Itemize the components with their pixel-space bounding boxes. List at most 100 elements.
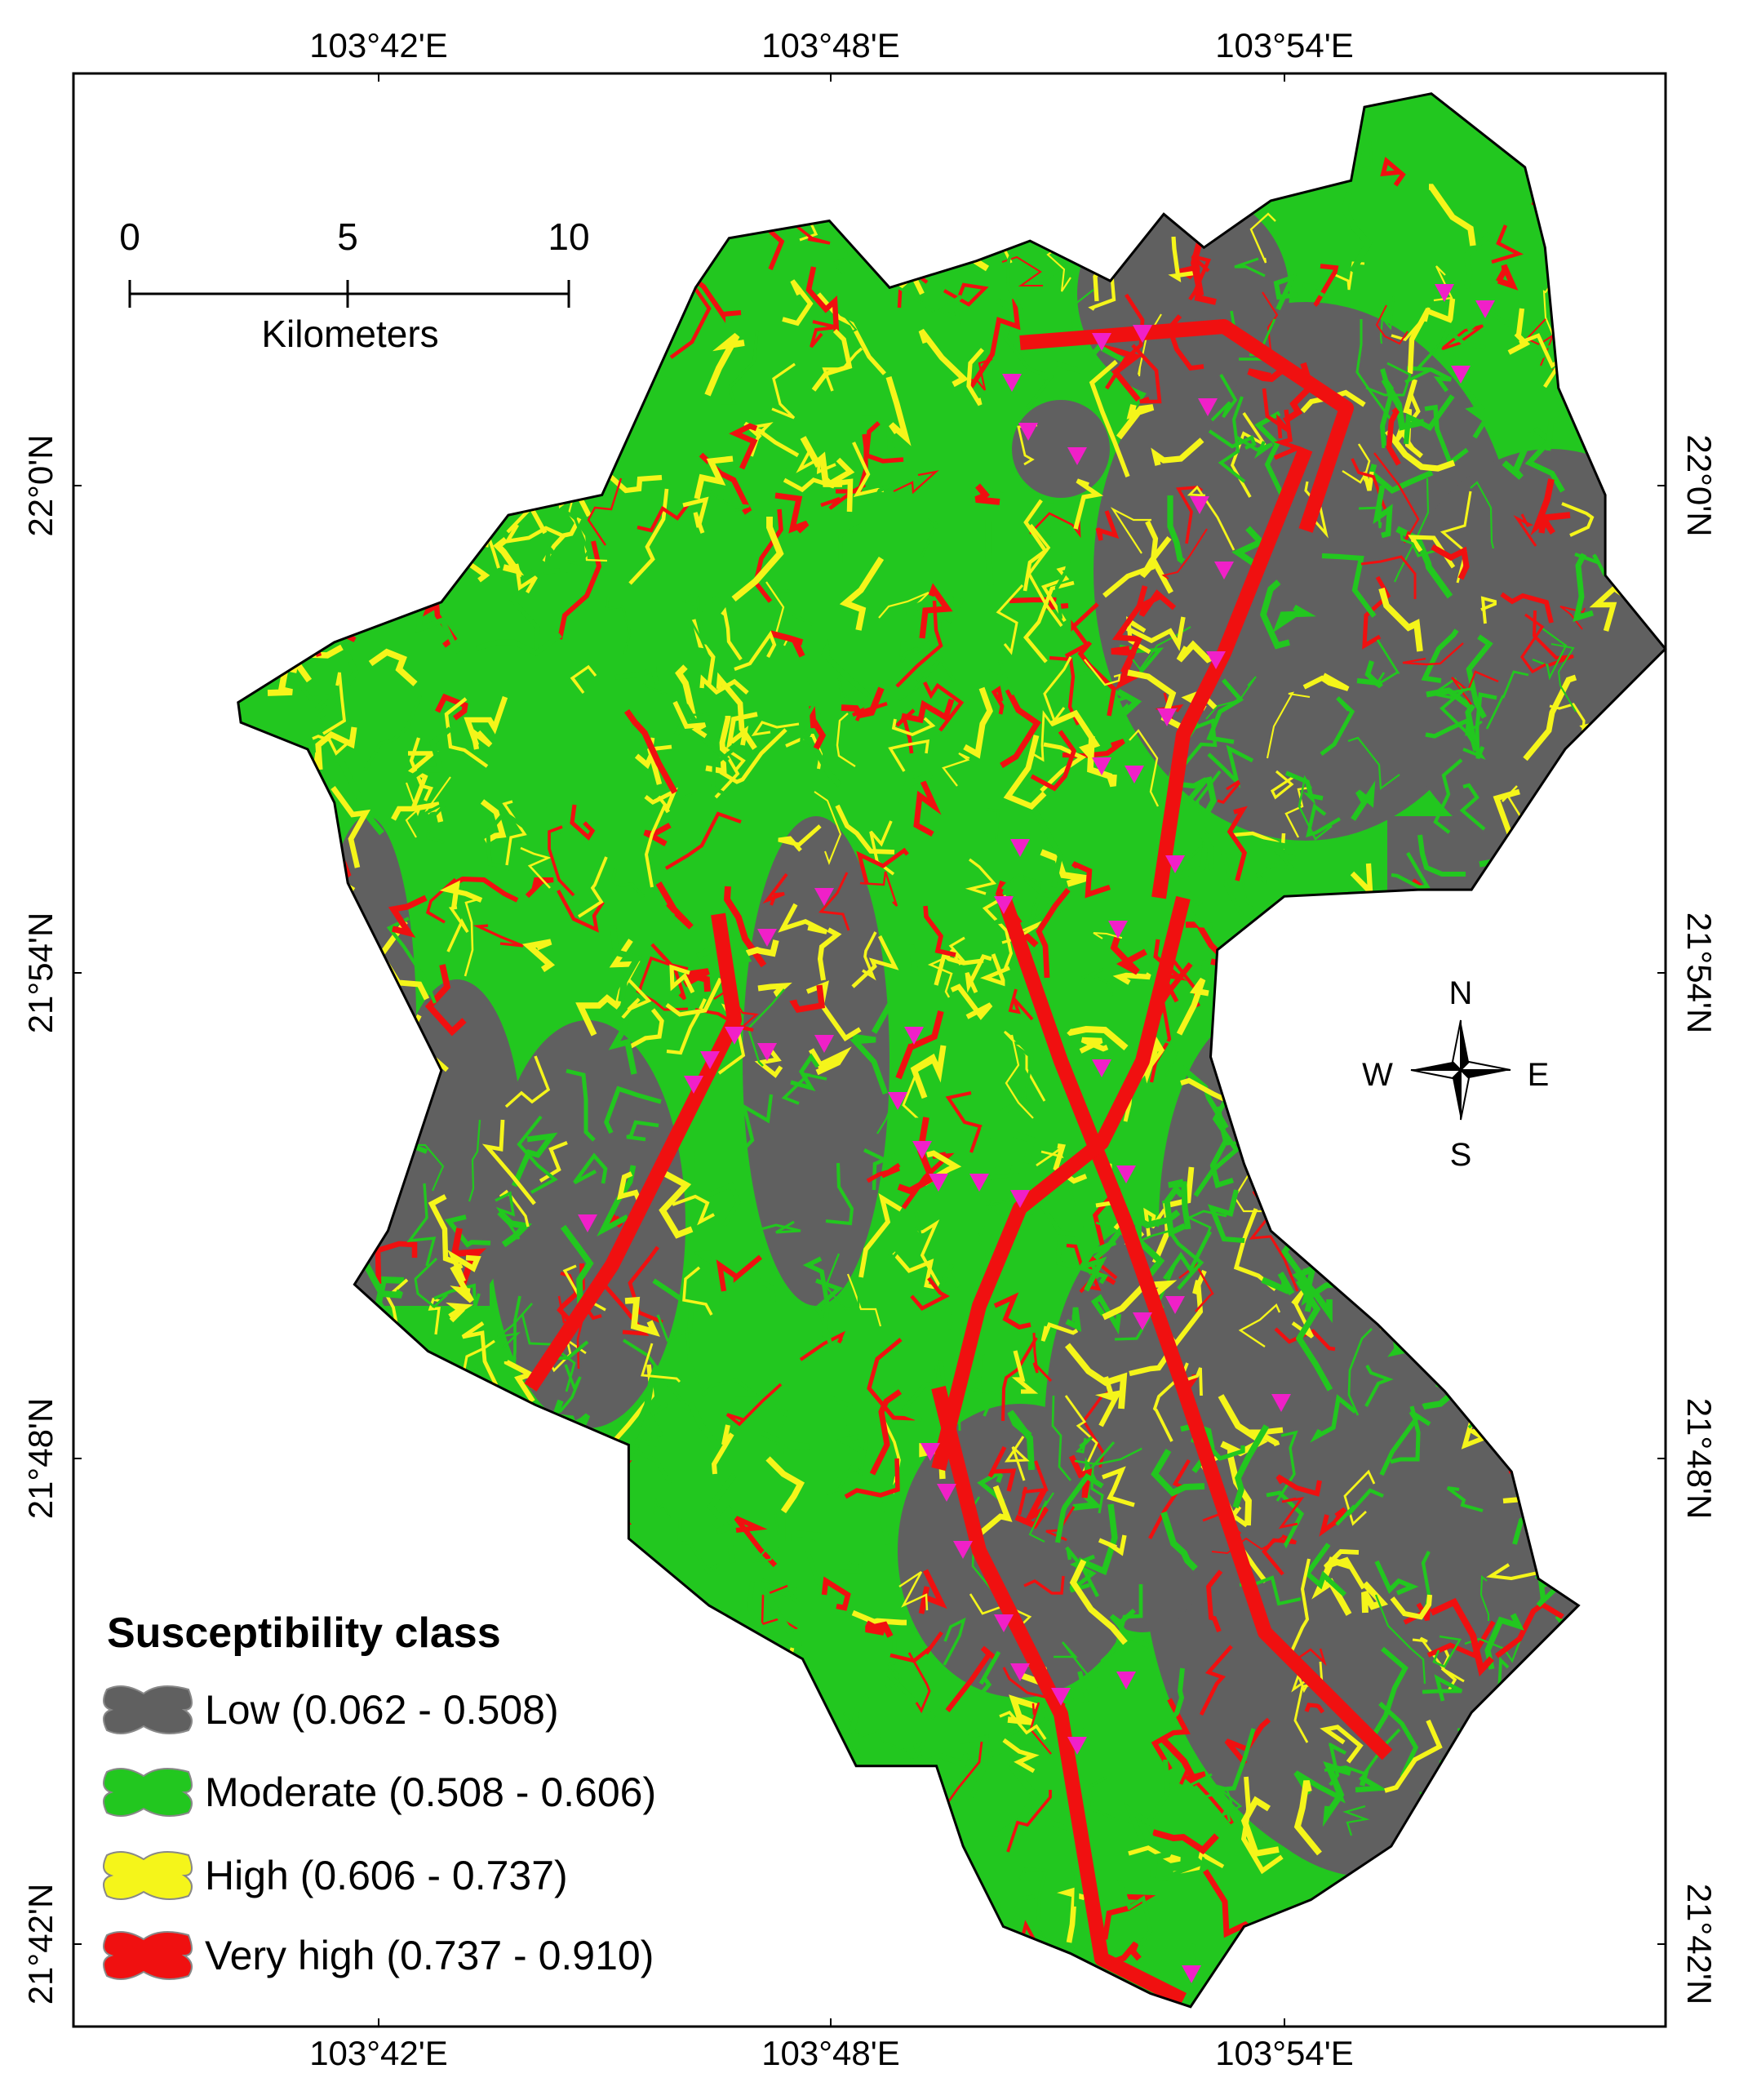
susceptibility-streak: [1045, 1506, 1076, 1542]
landslide-point: [1190, 496, 1209, 514]
susceptibility-streak: [1462, 385, 1488, 439]
susceptibility-streak: [1036, 1148, 1064, 1167]
susceptibility-streak: [480, 799, 507, 845]
susceptibility-streak: [539, 1140, 568, 1183]
susceptibility-streak: [734, 1094, 774, 1159]
susceptibility-streak: [1211, 1537, 1283, 1555]
susceptibility-streak: [917, 1219, 942, 1288]
susceptibility-streak: [844, 1458, 900, 1499]
susceptibility-streak: [987, 1161, 1036, 1192]
susceptibility-streak: [1303, 1543, 1347, 1597]
susceptibility-streak: [765, 1456, 805, 1514]
susceptibility-streak: [481, 1119, 536, 1205]
susceptibility-streak: [999, 1094, 1036, 1165]
landslide-point: [1067, 1737, 1087, 1755]
susceptibility-streak: [835, 313, 858, 353]
susceptibility-streak: [1187, 1773, 1231, 1823]
susceptibility-streak: [898, 762, 934, 806]
susceptibility-streak: [632, 1401, 673, 1485]
susceptibility-streak: [1246, 1427, 1284, 1447]
susceptibility-streak: [386, 917, 437, 1004]
susceptibility-streak: [829, 1395, 854, 1439]
susceptibility-streak: [502, 800, 527, 866]
susceptibility-streak: [1247, 366, 1285, 383]
susceptibility-streak: [322, 672, 347, 735]
susceptibility-streak: [1502, 432, 1534, 480]
susceptibility-streak: [753, 1512, 780, 1563]
susceptibility-streak: [712, 1504, 743, 1535]
susceptibility-streak: [832, 250, 856, 276]
susceptibility-streak: [1538, 509, 1556, 535]
susceptibility-streak: [486, 810, 525, 872]
susceptibility-streak: [869, 1389, 903, 1476]
susceptibility-streak: [751, 721, 800, 737]
susceptibility-streak: [902, 1059, 935, 1118]
susceptibility-streak: [1240, 1796, 1280, 1858]
landslide-point: [725, 1027, 744, 1045]
susceptibility-streak: [1151, 1829, 1219, 1855]
landslide-point: [1133, 325, 1152, 343]
susceptibility-streak: [694, 455, 734, 499]
landslide-point: [937, 1484, 956, 1502]
right-label: 21°42'N: [1680, 1884, 1719, 2005]
susceptibility-streak: [1375, 304, 1409, 345]
susceptibility-streak: [1036, 887, 1071, 979]
susceptibility-streak: [1040, 742, 1087, 792]
susceptibility-streak: [753, 508, 783, 603]
susceptibility-streak: [1390, 1594, 1433, 1620]
susceptibility-streak: [1188, 254, 1212, 301]
susceptibility-streak: [918, 328, 969, 388]
susceptibility-streak: [447, 1250, 481, 1283]
susceptibility-streak: [1310, 1394, 1357, 1443]
susceptibility-streak: [687, 1401, 739, 1449]
susceptibility-streak: [1341, 192, 1373, 273]
legend-label: High (0.606 - 0.737): [205, 1853, 568, 1898]
susceptibility-streak: [1081, 967, 1114, 997]
susceptibility-streak: [960, 1726, 989, 1799]
susceptibility-streak: [493, 536, 525, 576]
susceptibility-streak: [745, 939, 779, 957]
susceptibility-streak: [405, 726, 453, 784]
susceptibility-streak: [757, 982, 792, 997]
susceptibility-streak: [1073, 478, 1104, 530]
landslide-point: [1271, 1394, 1291, 1412]
legend-label: Moderate (0.508 - 0.606): [205, 1769, 656, 1815]
susceptibility-streak: [770, 630, 805, 658]
susceptibility-streak: [927, 954, 953, 998]
susceptibility-streak: [1053, 1143, 1088, 1184]
landslide-point: [1108, 921, 1128, 939]
landslide-point: [994, 896, 1014, 914]
susceptibility-streak: [996, 584, 1024, 655]
susceptibility-streak: [1218, 396, 1246, 483]
susceptibility-streak: [1532, 610, 1574, 667]
susceptibility-streak: [1386, 407, 1401, 466]
susceptibility-streak: [1470, 481, 1495, 549]
susceptibility-streak: [1270, 770, 1294, 800]
susceptibility-streak: [898, 1360, 946, 1423]
susceptibility-streak: [1351, 780, 1376, 821]
susceptibility-streak: [357, 1251, 403, 1299]
susceptibility-streak: [682, 496, 709, 534]
susceptibility-streak: [1043, 656, 1072, 724]
susceptibility-streak: [1350, 863, 1377, 899]
susceptibility-streak: [368, 648, 418, 686]
susceptibility-streak: [330, 786, 371, 868]
susceptibility-streak: [548, 825, 575, 897]
scale-bar: 0 5 10 Kilometers: [119, 215, 589, 355]
scale-label: 10: [548, 215, 589, 258]
susceptibility-streak: [1103, 344, 1142, 402]
susceptibility-streak: [433, 1283, 481, 1308]
susceptibility-streak: [1421, 628, 1459, 684]
susceptibility-streak: [1071, 861, 1111, 899]
susceptibility-streak: [839, 557, 885, 631]
susceptibility-streak: [1275, 1474, 1322, 1497]
susceptibility-streak: [1485, 670, 1529, 730]
susceptibility-streak: [444, 697, 489, 768]
susceptibility-streak: [642, 670, 711, 717]
susceptibility-streak: [1217, 779, 1241, 804]
landslide-point: [1206, 651, 1226, 669]
susceptibility-streak: [943, 1617, 966, 1666]
susceptibility-streak: [963, 686, 993, 759]
susceptibility-streak: [446, 906, 469, 952]
susceptibility-streak: [721, 606, 743, 661]
